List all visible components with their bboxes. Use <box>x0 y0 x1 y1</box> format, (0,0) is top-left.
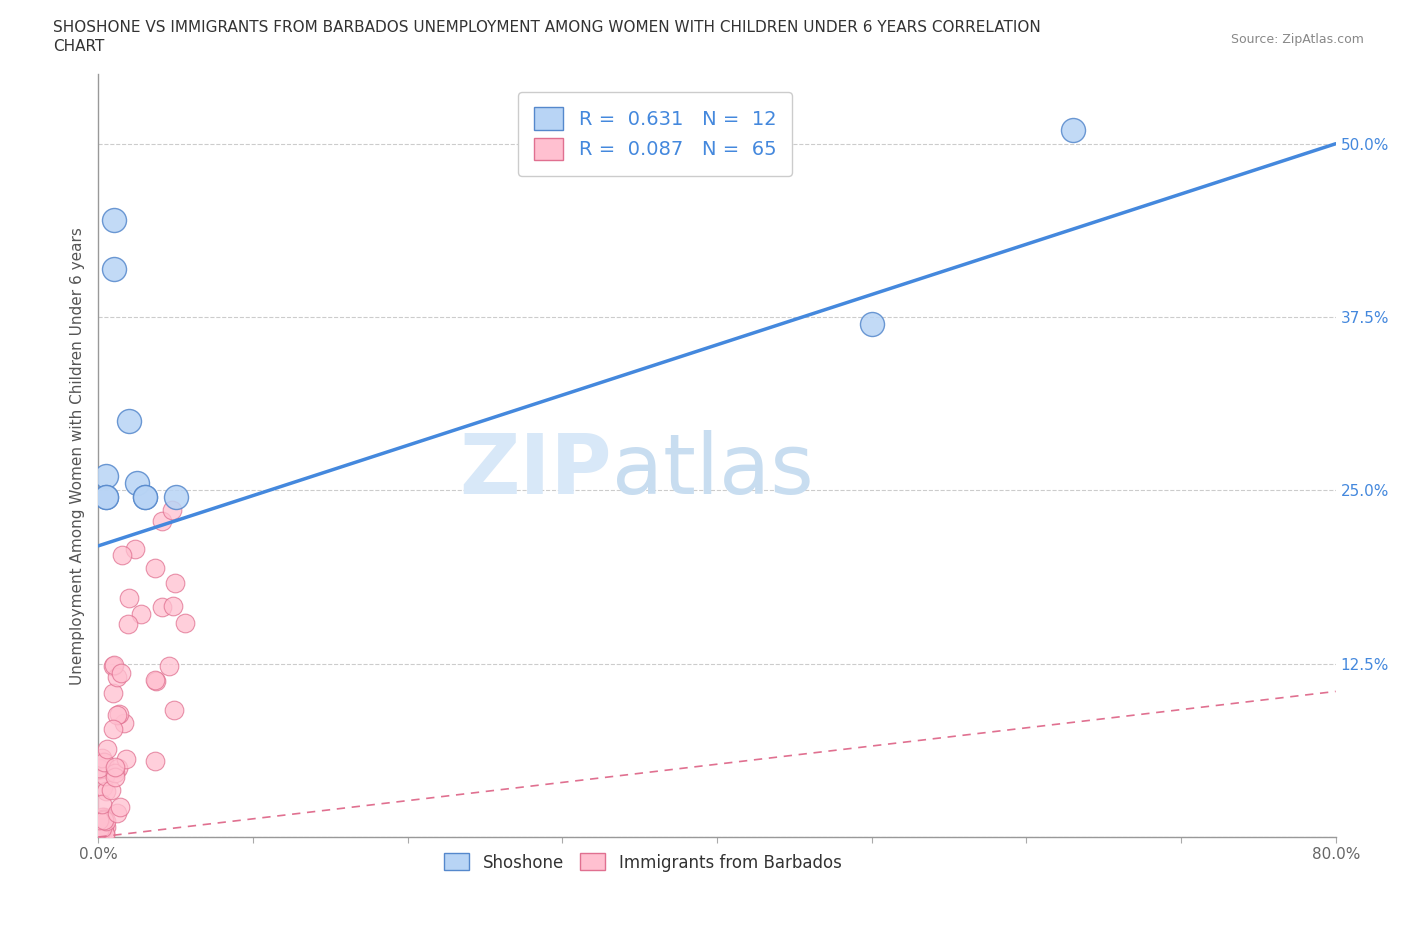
Point <box>111 548 134 563</box>
Point <box>145 560 167 575</box>
Point <box>91 812 114 827</box>
Point <box>105 708 128 723</box>
Point <box>100 783 122 798</box>
Point <box>94 819 117 834</box>
Point <box>87 813 110 828</box>
Point <box>94 784 117 799</box>
Point <box>91 779 114 794</box>
Point <box>93 809 115 824</box>
Point <box>162 503 184 518</box>
Point <box>117 617 139 631</box>
Point <box>134 490 156 505</box>
Point <box>91 754 114 769</box>
Point <box>96 490 118 505</box>
Point <box>91 751 114 765</box>
Point <box>108 799 131 814</box>
Point <box>162 598 184 613</box>
Point <box>91 814 114 829</box>
Point <box>91 827 114 842</box>
Point <box>101 685 124 700</box>
Point <box>91 796 114 811</box>
Point <box>104 766 127 781</box>
Point <box>157 659 180 674</box>
Point <box>112 716 135 731</box>
Text: Source: ZipAtlas.com: Source: ZipAtlas.com <box>1230 33 1364 46</box>
Point <box>110 665 132 680</box>
Point <box>89 821 111 836</box>
Legend: Shoshone, Immigrants from Barbados: Shoshone, Immigrants from Barbados <box>437 846 848 878</box>
Point <box>93 827 115 842</box>
Point <box>87 823 110 838</box>
Text: atlas: atlas <box>612 431 814 512</box>
Point <box>96 490 118 505</box>
Point <box>94 826 117 841</box>
Point <box>143 672 166 687</box>
Point <box>96 469 118 484</box>
Point <box>94 769 117 784</box>
Point <box>87 823 110 838</box>
Text: CHART: CHART <box>53 39 105 54</box>
Point <box>89 820 111 835</box>
Point <box>129 606 152 621</box>
Point <box>93 812 115 827</box>
Text: SHOSHONE VS IMMIGRANTS FROM BARBADOS UNEMPLOYMENT AMONG WOMEN WITH CHILDREN UNDE: SHOSHONE VS IMMIGRANTS FROM BARBADOS UNE… <box>53 20 1042 35</box>
Point <box>134 490 156 505</box>
Point <box>108 707 131 722</box>
Point <box>150 513 173 528</box>
Point <box>94 814 117 829</box>
Point <box>124 542 146 557</box>
Y-axis label: Unemployment Among Women with Children Under 6 years: Unemployment Among Women with Children U… <box>69 227 84 684</box>
Point <box>165 576 187 591</box>
Point <box>118 414 141 429</box>
Point <box>143 753 166 768</box>
Point <box>90 810 112 825</box>
Point <box>107 761 129 776</box>
Point <box>165 490 187 505</box>
Point <box>90 822 112 837</box>
Point <box>114 751 136 766</box>
Point <box>150 600 173 615</box>
Point <box>87 825 110 840</box>
Point <box>103 658 125 673</box>
Text: ZIP: ZIP <box>460 431 612 512</box>
Point <box>103 658 125 672</box>
Point <box>105 670 128 684</box>
Point <box>103 261 125 276</box>
Point <box>96 741 118 756</box>
Point <box>93 813 115 828</box>
Point <box>90 823 112 838</box>
Point <box>118 591 141 605</box>
Point <box>103 722 125 737</box>
Point <box>104 759 127 774</box>
Point <box>145 673 167 688</box>
Point <box>1062 123 1084 138</box>
Point <box>90 820 112 835</box>
Point <box>104 770 127 785</box>
Point <box>89 762 111 777</box>
Point <box>860 316 883 331</box>
Point <box>174 616 197 631</box>
Point <box>93 819 115 834</box>
Point <box>127 476 149 491</box>
Point <box>93 755 115 770</box>
Point <box>163 702 186 717</box>
Point <box>103 213 125 228</box>
Point <box>105 805 128 820</box>
Point <box>89 760 111 775</box>
